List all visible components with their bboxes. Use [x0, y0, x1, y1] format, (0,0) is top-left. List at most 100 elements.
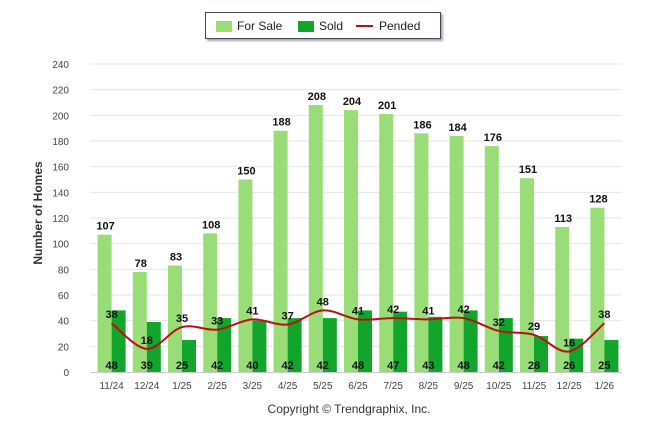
bar-for-sale — [273, 130, 288, 372]
bar-for-sale — [555, 226, 570, 372]
x-tick-label: 1/26 — [595, 381, 615, 392]
value-label-for-sale: 188 — [272, 117, 290, 129]
value-label-sold: 25 — [598, 360, 610, 372]
value-label-sold: 47 — [387, 360, 399, 372]
value-label-pended: 38 — [105, 309, 117, 321]
legend-label-pended: Pended — [379, 19, 421, 33]
value-label-sold: 28 — [528, 360, 540, 372]
value-label-for-sale: 151 — [519, 164, 537, 176]
y-tick-label: 160 — [52, 163, 69, 174]
value-label-sold: 25 — [176, 360, 188, 372]
legend-item-sold[interactable]: Sold — [298, 19, 343, 33]
bar-for-sale — [168, 265, 182, 372]
bar-sold — [463, 310, 478, 372]
value-label-sold: 42 — [281, 360, 293, 372]
x-tick-label: 11/24 — [99, 381, 124, 392]
bar-for-sale — [449, 135, 464, 372]
line-pended — [110, 309, 606, 353]
x-tick-label: 12/25 — [557, 381, 582, 392]
x-tick-label: 2/25 — [207, 381, 227, 392]
bar-sold — [252, 320, 267, 372]
y-tick-label: 80 — [58, 265, 70, 276]
value-label-sold: 39 — [141, 360, 153, 372]
x-tick-label: 10/25 — [486, 381, 511, 392]
bar-for-sale — [414, 133, 429, 372]
legend-swatch-pended — [356, 25, 373, 27]
legend-label-for-sale: For Sale — [237, 19, 283, 33]
bar-for-sale — [484, 146, 499, 372]
bar-sold — [182, 339, 196, 372]
bar-for-sale — [97, 234, 112, 372]
value-label-sold: 42 — [317, 360, 329, 372]
value-label-pended: 35 — [176, 313, 188, 325]
bar-sold — [534, 336, 548, 372]
value-label-for-sale: 128 — [589, 194, 607, 206]
x-tick-label: 1/25 — [172, 381, 192, 392]
y-tick-label: 120 — [52, 214, 69, 225]
legend-item-pended[interactable]: Pended — [356, 19, 420, 33]
x-tick-label: 8/25 — [419, 381, 439, 392]
value-label-sold: 48 — [105, 360, 117, 372]
x-tick-label: 5/25 — [313, 381, 333, 392]
value-label-pended: 41 — [352, 305, 364, 317]
value-label-for-sale: 204 — [343, 96, 362, 108]
x-tick-label: 6/25 — [348, 381, 368, 392]
y-tick-label: 100 — [52, 240, 69, 251]
value-label-pended: 16 — [563, 337, 575, 349]
bar-for-sale — [203, 233, 218, 372]
value-label-for-sale: 186 — [413, 119, 431, 131]
x-tick-label: 11/25 — [522, 381, 547, 392]
legend-label-sold: Sold — [319, 19, 344, 33]
bar-for-sale — [379, 114, 394, 373]
value-label-pended: 42 — [387, 304, 399, 316]
y-tick-label: 240 — [52, 60, 69, 71]
y-tick-label: 20 — [58, 342, 70, 353]
bar-sold — [393, 311, 408, 372]
bar-sold — [322, 318, 337, 372]
value-label-for-sale: 113 — [554, 213, 572, 225]
value-label-pended: 33 — [211, 316, 223, 328]
value-label-sold: 42 — [211, 360, 223, 372]
value-label-for-sale: 107 — [96, 221, 114, 233]
value-label-pended: 41 — [422, 305, 434, 317]
y-tick-label: 0 — [63, 368, 69, 379]
x-tick-label: 3/25 — [243, 381, 263, 392]
x-tick-label: 9/25 — [454, 381, 474, 392]
legend-swatch-sold — [298, 20, 314, 32]
y-tick-label: 60 — [58, 291, 70, 302]
bar-sold — [287, 318, 302, 372]
bar-for-sale — [344, 110, 358, 372]
value-label-pended: 41 — [246, 305, 258, 317]
value-label-for-sale: 83 — [170, 251, 182, 263]
y-tick-label: 180 — [52, 137, 69, 148]
x-tick-label: 7/25 — [383, 381, 403, 392]
value-label-pended: 38 — [598, 309, 610, 321]
value-label-for-sale: 184 — [448, 122, 467, 134]
value-label-sold: 26 — [563, 360, 575, 372]
value-label-sold: 48 — [352, 360, 364, 372]
y-tick-label: 220 — [52, 86, 69, 97]
value-label-for-sale: 176 — [484, 132, 502, 144]
y-tick-label: 200 — [52, 111, 69, 122]
legend-swatch-for-sale — [216, 20, 232, 32]
bar-for-sale — [132, 271, 147, 372]
value-label-for-sale: 208 — [308, 91, 326, 103]
value-label-pended: 29 — [528, 321, 540, 333]
value-label-pended: 18 — [141, 335, 153, 347]
value-label-pended: 37 — [281, 311, 293, 323]
value-label-pended: 48 — [317, 296, 329, 308]
legend-item-for-sale[interactable]: For Sale — [216, 19, 282, 33]
legend: For Sale Sold Pended — [205, 12, 441, 39]
value-label-for-sale: 201 — [378, 100, 396, 112]
bar-sold — [358, 310, 372, 372]
copyright-footer: Copyright © Trendgraphix, Inc. — [267, 402, 431, 416]
x-tick-label: 12/24 — [134, 381, 159, 392]
x-tick-label: 4/25 — [278, 381, 298, 392]
value-label-pended: 42 — [457, 304, 469, 316]
bar-sold — [428, 316, 443, 372]
bar-for-sale — [590, 207, 605, 372]
bar-for-sale — [238, 179, 253, 372]
value-label-for-sale: 78 — [135, 258, 147, 270]
